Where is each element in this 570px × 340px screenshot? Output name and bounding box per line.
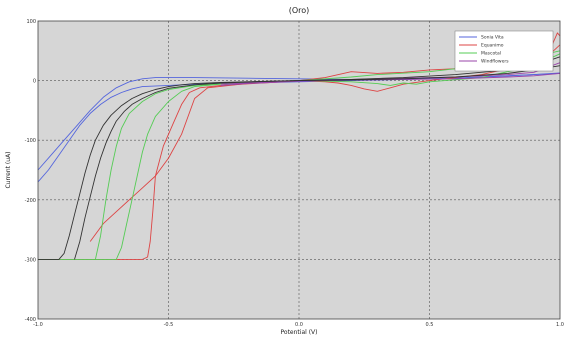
tick-labels: -1.0 -0.5 0.0 0.5 1.0 -400 -300 -200 -100 0 100	[25, 19, 564, 328]
x-tick-label: -1.0	[33, 322, 43, 328]
series-line-5-2	[74, 65, 561, 260]
y-tick-label: -400	[25, 317, 36, 323]
x-tick-label: 0.5	[426, 322, 434, 328]
x-tick-label: 1.0	[556, 322, 564, 328]
plot-frame	[37, 20, 561, 320]
legend-label: Windflowers	[481, 59, 509, 65]
legend-box	[454, 30, 554, 72]
legend-label: Sonia Vita	[481, 35, 504, 41]
legend: Sonia Vita Equanimo Mascotal Windflowers	[454, 30, 554, 72]
chart-title: (Oro)	[289, 6, 310, 15]
y-tick-label: 100	[26, 19, 36, 25]
y-tick-label: -300	[25, 257, 36, 263]
series-line-5-1	[38, 56, 561, 260]
series-line-2-1	[38, 44, 561, 260]
series-line-3-1	[38, 50, 561, 260]
x-tick-label: -0.5	[164, 322, 174, 328]
y-axis-label: Current (uA)	[5, 151, 12, 188]
series-line-4-1	[220, 62, 561, 85]
legend-label: Mascotal	[481, 51, 501, 57]
y-tick-label: 0	[33, 79, 36, 85]
y-tick-label: -100	[25, 138, 36, 144]
x-axis-label: Potential (V)	[281, 329, 318, 336]
x-tick-label: 0.0	[295, 322, 303, 328]
legend-label: Equanimo	[481, 43, 504, 49]
series-layer	[37, 32, 561, 260]
series-line-4-2	[220, 72, 561, 86]
y-tick-label: -200	[25, 198, 36, 204]
